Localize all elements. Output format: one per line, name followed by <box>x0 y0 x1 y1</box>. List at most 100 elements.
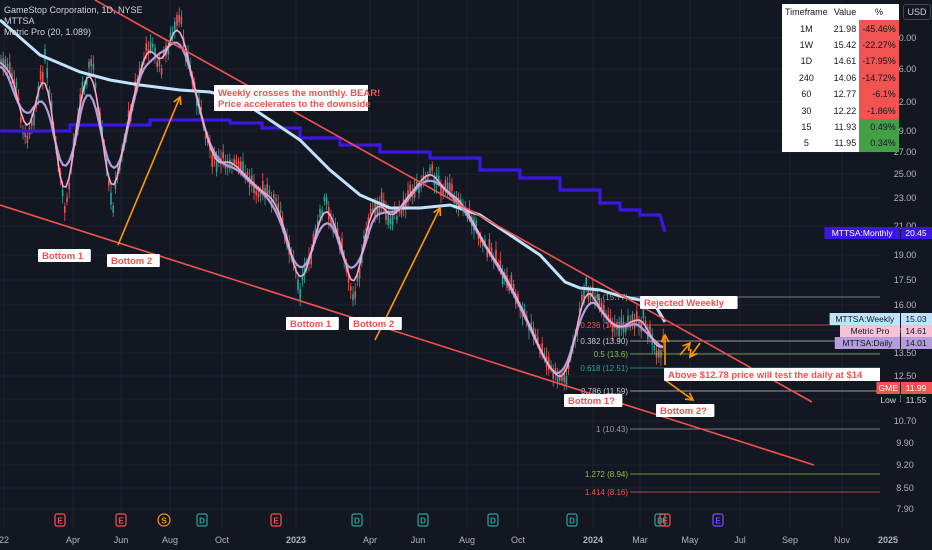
candle-body <box>246 172 249 176</box>
candle-body <box>167 47 169 55</box>
table-cell: 15.42 <box>833 39 857 50</box>
table-cell: 21.98 <box>833 23 857 34</box>
price-label-value-bg <box>901 394 932 406</box>
candle-body <box>585 277 587 287</box>
timeframe-table: Timeframe Value % 1M 21.98 -45.46% 1W 15.42-… <box>782 4 899 152</box>
candle-body <box>50 100 53 113</box>
event-marker-letter: S <box>161 517 167 526</box>
table-cell: 14.61 <box>833 56 857 67</box>
candle-body <box>449 182 451 194</box>
time-tick-label: Sep <box>782 535 798 545</box>
candle-body <box>31 120 33 126</box>
candle-body <box>11 72 13 78</box>
candle-body <box>451 184 453 192</box>
candle-body <box>490 247 493 255</box>
candle-body <box>636 311 638 322</box>
fib-label: 0.5 (13.6) <box>594 350 629 359</box>
candle-body <box>563 373 565 382</box>
candle-body <box>488 239 491 252</box>
candle-body <box>134 80 136 94</box>
candle-body <box>325 197 328 205</box>
dividend-icon[interactable] <box>654 513 666 527</box>
candle-body <box>528 326 530 331</box>
price-tick-label: 12.50 <box>894 371 917 381</box>
candle-body <box>418 186 420 194</box>
candle-body <box>110 192 112 205</box>
fib-label: 1 (10.43) <box>596 425 628 434</box>
candle-body <box>552 370 554 379</box>
candle-body <box>158 58 161 66</box>
symbol-legend[interactable]: GameStop Corporation, 1D, NYSE MTTSA Met… <box>4 5 143 38</box>
candle-body <box>561 376 563 381</box>
price-tick-label: 8.50 <box>896 483 914 493</box>
candle-body <box>6 64 9 69</box>
fib-label: 1 (15.77) <box>596 293 628 302</box>
table-cell: -45.46% <box>859 20 899 37</box>
candle-body <box>174 21 176 32</box>
candle-body <box>420 183 422 188</box>
candle-body <box>394 208 396 212</box>
event-markers[interactable]: E E S D E D D D D D EE <box>54 513 724 527</box>
candle-body <box>341 238 343 248</box>
earnings-icon[interactable] <box>712 513 724 527</box>
candle-body <box>273 194 275 199</box>
candle-body <box>605 312 607 317</box>
table-cell: 1D <box>800 56 813 67</box>
candle-body <box>378 202 381 216</box>
candle-body <box>147 49 150 53</box>
column-header: Timeframe <box>785 7 828 18</box>
indicator-metric-pro[interactable]: Metric Pro (20, 1.089) <box>4 27 92 37</box>
table-cell: 12.77 <box>833 89 857 100</box>
upper-trendline[interactable] <box>94 0 813 403</box>
candle-body <box>94 83 97 88</box>
price-label-value-bg <box>901 382 932 394</box>
candle-body <box>600 302 603 312</box>
annotation-notes: Bottom 1 Bottom 2 Bottom 1 Bottom 2 Bottom 1… <box>38 85 924 417</box>
candle-body <box>251 175 253 185</box>
dividend-icon[interactable] <box>566 513 578 527</box>
table-cell: 14.06 <box>833 72 857 83</box>
annotation-box <box>286 317 339 330</box>
currency-button[interactable]: USD <box>903 4 931 20</box>
candle-body <box>644 320 647 328</box>
candle-body <box>649 325 651 337</box>
time-tick-label: 2024 <box>583 535 603 545</box>
candle-body <box>169 32 172 39</box>
column-header: % <box>874 7 883 18</box>
candle-body <box>88 61 90 68</box>
candle-body <box>405 201 407 210</box>
candle-body <box>268 190 271 195</box>
time-axis[interactable]: 22 Apr Jun Aug Oct 2023 Apr Jun Aug Oct 2024 Mar May… <box>0 528 932 550</box>
dividend-icon[interactable] <box>196 513 208 527</box>
annotation-text: Bottom 1 <box>42 251 84 262</box>
earnings-icon[interactable] <box>270 513 282 527</box>
price-label-value-bg <box>901 325 932 337</box>
candle-body <box>231 163 233 169</box>
candle-body <box>347 271 350 283</box>
candle-body <box>237 161 240 172</box>
candle-body <box>541 343 543 353</box>
annotation-text: Price accelerates to the downside <box>218 99 371 110</box>
earnings-icon[interactable] <box>659 513 671 527</box>
candle-body <box>583 289 585 303</box>
dividend-icon[interactable] <box>351 513 363 527</box>
earnings-icon[interactable] <box>115 513 127 527</box>
lower-trendline[interactable] <box>0 204 815 466</box>
event-marker-letter: E <box>118 517 124 526</box>
table-cell: 0.34% <box>859 135 899 152</box>
candle-body <box>372 208 374 212</box>
dividend-icon[interactable] <box>487 513 499 527</box>
earnings-icon[interactable] <box>54 513 66 527</box>
candle-body <box>101 126 103 135</box>
table-row: 60 12.77 -6.1% <box>782 85 899 103</box>
time-tick-label: 22 <box>0 535 9 545</box>
candle-body <box>108 180 110 186</box>
dividend-icon[interactable] <box>417 513 429 527</box>
symbol-title[interactable]: GameStop Corporation, 1D, NYSE <box>4 5 143 15</box>
indicator-mttsa[interactable]: MTTSA <box>4 16 35 26</box>
split-icon[interactable] <box>157 513 171 527</box>
event-marker-letter: E <box>715 517 721 526</box>
price-label-value-bg <box>901 227 932 239</box>
candle-body <box>369 208 372 214</box>
